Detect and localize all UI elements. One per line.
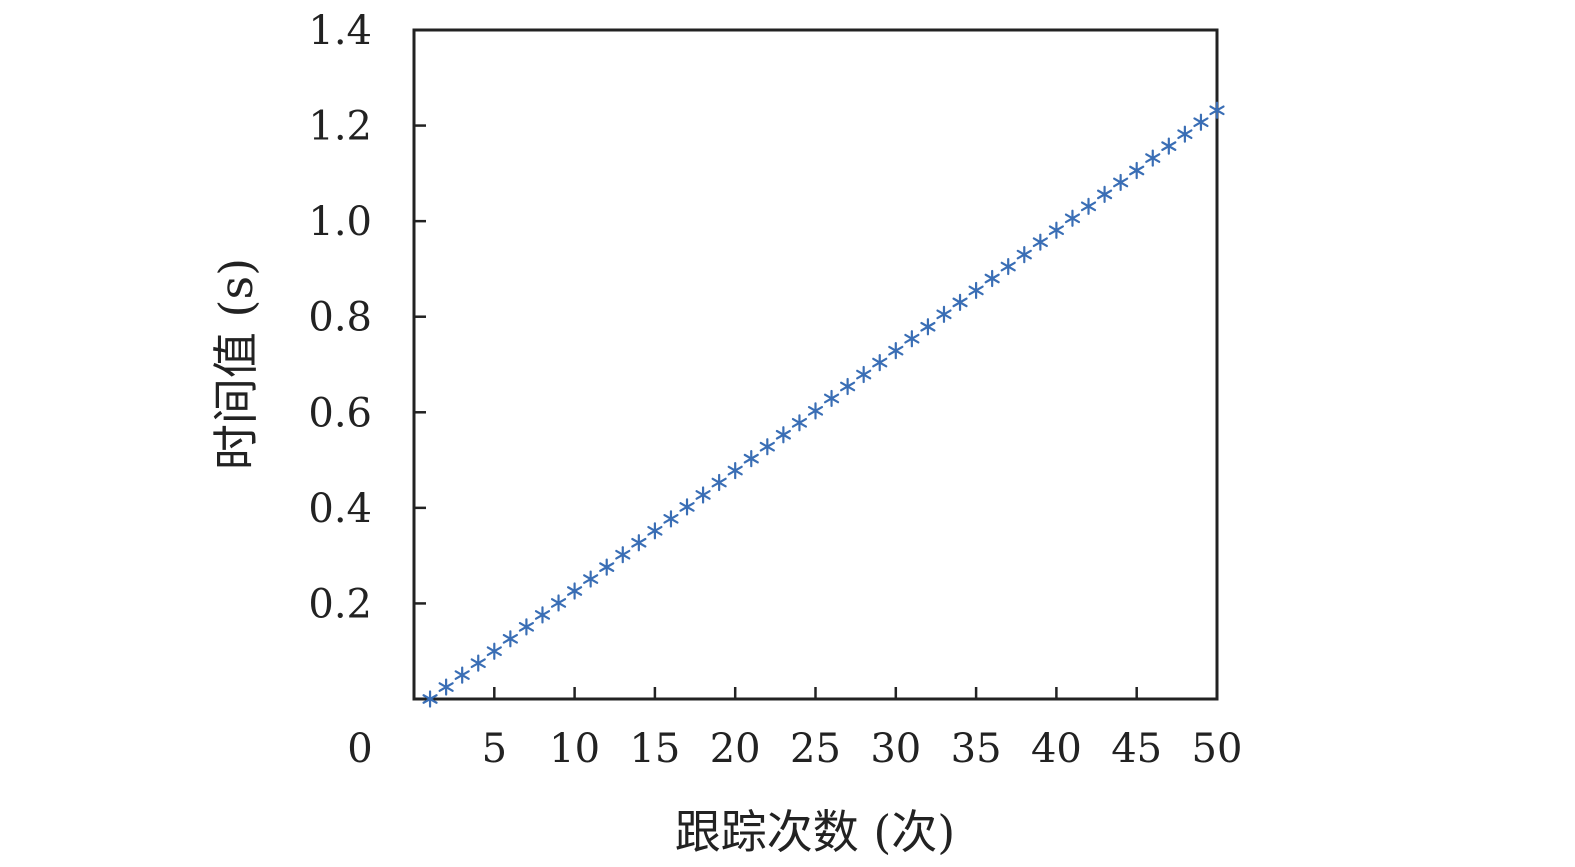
data-point bbox=[599, 558, 615, 576]
data-point bbox=[791, 414, 808, 432]
x-tick-label: 20 bbox=[710, 726, 761, 772]
data-point bbox=[920, 318, 936, 336]
data-point bbox=[1000, 257, 1016, 276]
x-tick-label: 45 bbox=[1111, 726, 1162, 772]
data-point bbox=[454, 666, 470, 684]
data-point bbox=[647, 522, 663, 540]
y-tick-label: 1.0 bbox=[308, 199, 372, 245]
data-point bbox=[968, 281, 984, 300]
x-tick-label: 10 bbox=[549, 726, 600, 772]
data-point bbox=[1113, 173, 1129, 192]
data-point bbox=[952, 293, 968, 311]
plot-frame bbox=[412, 28, 1219, 701]
data-point bbox=[518, 618, 535, 636]
data-point bbox=[856, 365, 872, 384]
x-tick-label: 50 bbox=[1192, 726, 1243, 772]
data-point bbox=[631, 534, 647, 552]
data-point bbox=[1145, 149, 1161, 167]
data-point bbox=[679, 498, 695, 516]
data-point bbox=[936, 305, 952, 323]
x-tick-label: 35 bbox=[951, 726, 1002, 772]
x-tick-label: 30 bbox=[870, 726, 921, 772]
data-point bbox=[1016, 245, 1032, 264]
y-tick-label: 1.4 bbox=[308, 8, 372, 54]
data-point bbox=[904, 330, 920, 348]
data-point bbox=[823, 389, 840, 408]
y-tick-label: 0.4 bbox=[308, 486, 372, 532]
data-point bbox=[534, 606, 551, 624]
data-point bbox=[872, 353, 888, 372]
y-tick-label: 0.6 bbox=[308, 390, 372, 436]
data-point bbox=[984, 269, 1000, 288]
data-point bbox=[1209, 101, 1225, 119]
data-point bbox=[422, 690, 438, 708]
data-series bbox=[422, 101, 1225, 708]
data-point bbox=[663, 510, 679, 528]
x-axis-title: 跟踪次数 (次) bbox=[675, 805, 956, 859]
x-tick-label: 40 bbox=[1031, 726, 1082, 772]
data-point bbox=[1048, 221, 1064, 239]
data-point bbox=[502, 630, 518, 648]
y-tick-label: 0.8 bbox=[308, 295, 372, 341]
x-tick-label: 15 bbox=[629, 726, 680, 772]
data-point bbox=[1161, 137, 1177, 155]
data-point bbox=[1096, 185, 1113, 203]
data-point bbox=[567, 582, 583, 600]
data-point bbox=[1064, 209, 1081, 227]
x-origin-label: 0 bbox=[347, 726, 372, 772]
x-axis: 5 10 15 20 25 30 35 40 45 50 bbox=[482, 687, 1243, 772]
data-point bbox=[1193, 113, 1209, 131]
data-point bbox=[470, 654, 486, 672]
data-point bbox=[615, 546, 631, 564]
y-axis-title: 时间值 (s) bbox=[209, 258, 263, 470]
data-point bbox=[1177, 125, 1193, 143]
x-tick-label: 5 bbox=[482, 726, 507, 772]
y-tick-label: 1.2 bbox=[308, 104, 372, 150]
data-point bbox=[550, 594, 567, 612]
data-point bbox=[583, 570, 599, 588]
data-point bbox=[807, 402, 824, 420]
data-point bbox=[1080, 197, 1097, 215]
data-point bbox=[1032, 233, 1048, 251]
data-point bbox=[438, 678, 454, 696]
data-point bbox=[743, 450, 759, 468]
y-axis: 0.2 0.4 0.6 0.8 1.0 1.2 1.4 bbox=[308, 8, 426, 627]
y-tick-label: 0.2 bbox=[308, 581, 372, 627]
x-tick-label: 25 bbox=[790, 726, 841, 772]
data-point bbox=[759, 438, 775, 456]
data-point bbox=[486, 642, 502, 660]
data-point bbox=[888, 342, 904, 360]
data-point bbox=[775, 426, 791, 444]
data-point bbox=[1129, 161, 1145, 180]
data-point bbox=[695, 486, 711, 504]
data-point bbox=[711, 473, 727, 492]
data-point bbox=[727, 461, 743, 480]
data-point bbox=[840, 377, 856, 396]
